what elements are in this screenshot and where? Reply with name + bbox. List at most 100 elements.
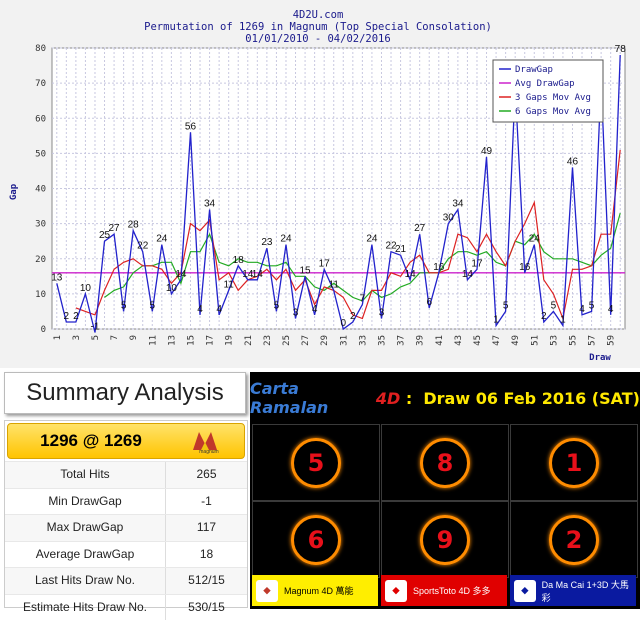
data-label: 23 (261, 237, 273, 248)
x-tick-label: 59 (607, 335, 617, 346)
gap-chart-panel: 4D2U.com Permutation of 1269 in Magnum (… (0, 0, 640, 368)
data-label: 24 (280, 234, 292, 245)
summary-row-label: Last Hits Draw No. (5, 568, 166, 594)
summary-row-value: 18 (166, 542, 247, 568)
data-label: 30 (443, 213, 455, 224)
x-tick-label: 35 (377, 335, 387, 346)
data-label: 27 (109, 223, 121, 234)
forecast-cell: 9 (381, 501, 509, 578)
data-label: 4 (197, 304, 203, 315)
y-tick-label: 0 (41, 325, 46, 335)
x-tick-label: 7 (110, 335, 120, 340)
data-label: 6 (426, 297, 432, 308)
y-tick-label: 30 (35, 220, 46, 230)
gap-chart: 4D2U.com Permutation of 1269 in Magnum (… (0, 0, 640, 368)
data-label: 11 (223, 279, 234, 290)
y-tick-label: 40 (35, 185, 46, 195)
data-label: 78 (615, 44, 627, 55)
data-label: 14 (405, 269, 417, 280)
forecast-digit: 1 (549, 438, 599, 488)
x-tick-label: 19 (225, 335, 235, 346)
x-tick-label: 1 (53, 335, 63, 340)
data-label: 5 (551, 300, 557, 311)
forecast-title-draw: : Draw 06 Feb 2016 (SAT) (400, 389, 640, 408)
forecast-digit: 8 (420, 438, 470, 488)
summary-row-value: 117 (166, 515, 247, 541)
data-label: 5 (589, 300, 595, 311)
x-tick-label: 57 (588, 335, 598, 346)
chart-title: Permutation of 1269 in Magnum (Top Speci… (144, 21, 492, 33)
y-tick-label: 20 (35, 255, 46, 265)
x-tick-label: 23 (263, 335, 273, 346)
data-label: 34 (452, 199, 464, 210)
x-tick-label: 53 (549, 335, 559, 346)
data-label: 3 (293, 307, 299, 318)
summary-row-label: Estimate Hits Draw No. (5, 595, 166, 620)
x-tick-label: 31 (339, 335, 349, 346)
data-label: 1 (560, 314, 566, 325)
y-tick-label: 60 (35, 114, 46, 124)
y-tick-label: 50 (35, 149, 46, 159)
data-label: 16 (519, 262, 531, 273)
forecast-cell: 6 (252, 501, 380, 578)
data-label: 4 (579, 304, 585, 315)
data-label: 18 (233, 255, 245, 266)
summary-header: 1296 @ 1269 magnum (7, 423, 245, 459)
data-label: 17 (319, 258, 331, 269)
data-label: 3 (379, 307, 385, 318)
summary-row: Last Hits Draw No.512/15 (5, 567, 247, 594)
x-tick-label: 9 (129, 335, 139, 340)
x-axis-label: Draw (589, 353, 611, 363)
data-label: 2 (541, 311, 547, 322)
magnum-logo-icon: ◆ (256, 580, 278, 602)
data-label: -1 (91, 322, 100, 333)
data-label: 14 (462, 269, 474, 280)
brand-label: Da Ma Cai 1+3D 大馬彩 (542, 578, 636, 604)
x-tick-label: 51 (530, 335, 540, 346)
summary-row-value: 265 (166, 462, 247, 488)
data-label: 5 (149, 300, 155, 311)
y-tick-label: 10 (35, 290, 46, 300)
forecast-cell: 8 (381, 424, 509, 501)
y-tick-label: 70 (35, 79, 46, 89)
x-tick-label: 21 (244, 335, 254, 346)
x-tick-label: 33 (358, 335, 368, 346)
x-tick-label: 37 (397, 335, 407, 346)
data-label: 46 (567, 156, 579, 167)
data-label: 5 (503, 300, 509, 311)
data-label: 5 (274, 300, 280, 311)
x-tick-label: 39 (416, 335, 426, 346)
data-label: 24 (156, 234, 168, 245)
data-label: 10 (166, 283, 178, 294)
sportstoto-logo-icon: ◆ (385, 580, 407, 602)
data-label: 24 (529, 234, 541, 245)
x-tick-label: 15 (186, 335, 196, 346)
data-label: 34 (204, 199, 216, 210)
data-label: 7 (360, 293, 366, 304)
legend-entry: Avg DrawGap (515, 79, 575, 89)
summary-heading: Summary Analysis (4, 372, 246, 414)
data-label: 27 (414, 223, 426, 234)
data-label: 5 (121, 300, 127, 311)
brand-label-box: ◆Da Ma Cai 1+3D 大馬彩 (510, 575, 636, 606)
forecast-cell: 1 (510, 424, 638, 501)
summary-row-label: Max DrawGap (5, 515, 166, 541)
x-tick-label: 47 (492, 335, 502, 346)
forecast-digit: 2 (549, 515, 599, 565)
data-label: 2 (64, 311, 70, 322)
forecast-digit: 6 (291, 515, 341, 565)
magnum-logo-icon: magnum (174, 428, 244, 454)
data-label: 2 (350, 311, 356, 322)
forecast-cell: 5 (252, 424, 380, 501)
brand-label: SportsToto 4D 多多 (413, 584, 491, 597)
data-label: 21 (395, 244, 407, 255)
data-label: 13 (51, 272, 63, 283)
summary-row-value: 530/15 (166, 595, 247, 620)
y-axis-label: Gap (9, 183, 19, 200)
data-label: 15 (300, 265, 312, 276)
data-label: 11 (329, 279, 340, 290)
